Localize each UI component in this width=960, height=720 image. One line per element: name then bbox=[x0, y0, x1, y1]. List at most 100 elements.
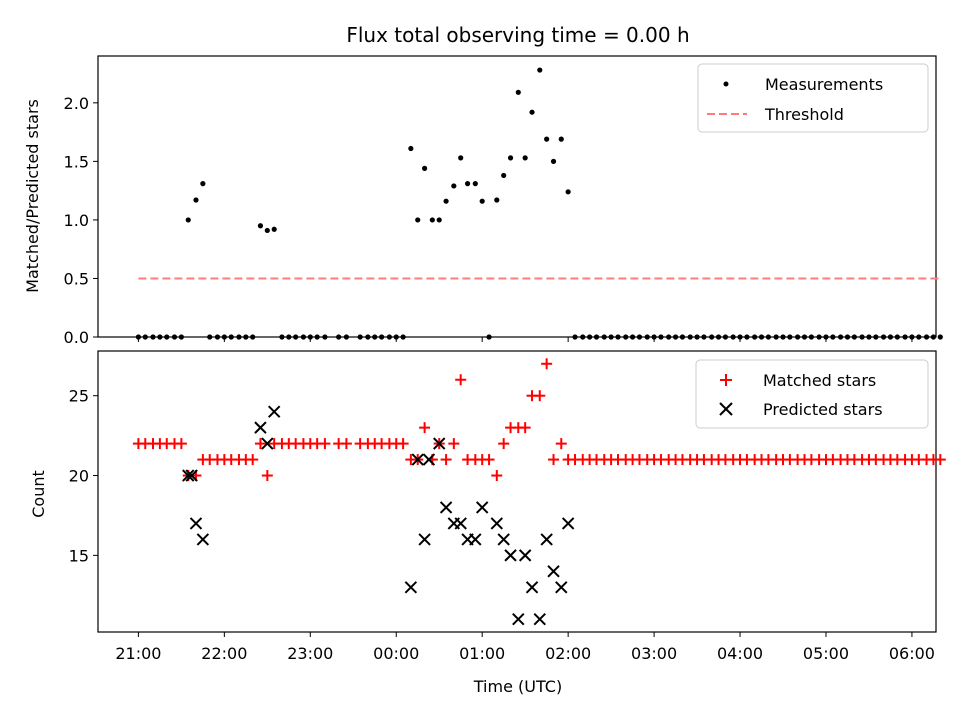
measurement-point bbox=[808, 334, 814, 340]
matched-star-point bbox=[541, 358, 553, 370]
matched-star-point bbox=[247, 454, 259, 466]
top-y-tick-label: 2.0 bbox=[64, 94, 89, 113]
measurement-point bbox=[894, 334, 900, 340]
measurement-point bbox=[451, 183, 457, 189]
measurement-point bbox=[178, 334, 184, 340]
measurement-point bbox=[243, 334, 249, 340]
x-axis-label: Time (UTC) bbox=[473, 677, 562, 696]
measurement-point bbox=[787, 334, 793, 340]
measurement-point bbox=[572, 334, 578, 340]
measurement-point bbox=[207, 334, 213, 340]
predicted-star-point bbox=[454, 517, 467, 530]
matched-star-point bbox=[455, 374, 467, 386]
measurement-point bbox=[801, 334, 808, 340]
top-y-tick-label: 0.5 bbox=[64, 269, 89, 288]
predicted-star-point bbox=[533, 613, 546, 626]
measurement-point bbox=[937, 334, 943, 340]
measurement-point bbox=[422, 165, 428, 171]
measurement-point bbox=[142, 334, 148, 340]
measurement-point bbox=[687, 334, 693, 340]
predicted-star-point bbox=[411, 453, 424, 466]
x-tick-label: 22:00 bbox=[201, 644, 247, 663]
predicted-star-point bbox=[439, 501, 453, 514]
legend-predicted-marker bbox=[719, 402, 733, 416]
measurement-point bbox=[507, 155, 514, 161]
predicted-star-point bbox=[512, 613, 525, 626]
measurement-point bbox=[458, 155, 464, 161]
matched-star-point bbox=[483, 454, 495, 466]
legend-predicted-label: Predicted stars bbox=[763, 400, 883, 419]
measurement-point bbox=[851, 334, 857, 340]
measurement-point bbox=[636, 334, 643, 340]
measurement-point bbox=[164, 334, 170, 340]
measurement-point bbox=[314, 334, 320, 340]
measurement-point bbox=[744, 334, 750, 340]
top-y-tick-label: 1.0 bbox=[64, 211, 89, 230]
measurement-point bbox=[415, 217, 421, 223]
predicted-star-point bbox=[404, 581, 418, 594]
top-y-tick-label: 1.5 bbox=[64, 152, 89, 171]
x-tick-label: 06:00 bbox=[889, 644, 935, 663]
measurement-point bbox=[694, 334, 700, 340]
predicted-star-point bbox=[490, 517, 504, 530]
predicted-star-point bbox=[189, 517, 203, 530]
matched-star-point bbox=[261, 470, 273, 482]
measurement-point bbox=[866, 334, 872, 340]
measurement-point bbox=[472, 181, 478, 187]
bottom-panel-data bbox=[132, 358, 946, 626]
matched-star-point bbox=[175, 438, 187, 450]
top-legend: Measurements Threshold bbox=[697, 63, 929, 133]
measurement-point bbox=[200, 181, 206, 187]
matched-star-point bbox=[934, 454, 946, 466]
measurement-point bbox=[795, 334, 801, 340]
measurement-point bbox=[486, 334, 492, 340]
measurement-point bbox=[185, 217, 191, 223]
measurement-point bbox=[379, 334, 385, 340]
x-tick-label: 05:00 bbox=[803, 644, 849, 663]
measurement-point bbox=[558, 136, 564, 142]
measurement-point bbox=[193, 197, 199, 203]
predicted-star-point bbox=[261, 437, 274, 450]
matched-star-point bbox=[419, 422, 431, 434]
predicted-star-point bbox=[254, 421, 267, 434]
measurement-point bbox=[464, 181, 471, 187]
bottom-panel: 15 20 25 21:00 22:00 23:00 00:00 01:00 02:00 03:… bbox=[29, 350, 946, 696]
measurement-point bbox=[701, 334, 707, 340]
measurement-point bbox=[816, 334, 822, 340]
measurement-point bbox=[214, 334, 221, 340]
measurement-point bbox=[494, 197, 500, 203]
x-tick-label: 00:00 bbox=[373, 644, 419, 663]
predicted-star-point bbox=[555, 581, 568, 594]
measurement-point bbox=[386, 334, 392, 340]
measurement-point bbox=[157, 334, 163, 340]
predicted-star-point bbox=[182, 469, 195, 482]
measurement-point bbox=[666, 334, 672, 340]
measurement-point bbox=[529, 109, 535, 115]
measurement-point bbox=[250, 334, 256, 340]
top-panel-y-ticks: 0.0 0.5 1.0 1.5 2.0 bbox=[64, 94, 98, 347]
measurement-point bbox=[593, 334, 600, 340]
measurement-point bbox=[923, 334, 930, 340]
matched-star-point bbox=[448, 438, 460, 450]
measurement-point bbox=[501, 172, 507, 179]
measurement-point bbox=[644, 334, 650, 340]
measurement-point bbox=[565, 189, 571, 195]
measurement-point bbox=[679, 334, 686, 340]
measurement-point bbox=[443, 198, 449, 204]
measurement-point bbox=[357, 334, 363, 340]
bottom-y-tick-label: 20 bbox=[69, 467, 89, 486]
legend-measurements-label: Measurements bbox=[765, 75, 883, 94]
bottom-legend: Matched stars Predicted stars bbox=[695, 359, 929, 429]
predicted-star-point bbox=[267, 405, 281, 418]
x-tick-label: 23:00 bbox=[287, 644, 333, 663]
measurement-point bbox=[228, 334, 234, 340]
measurement-point bbox=[780, 334, 786, 340]
measurement-point bbox=[608, 334, 614, 340]
legend-measurements-marker bbox=[723, 81, 729, 87]
measurement-point bbox=[550, 158, 557, 164]
top-panel: 0.00.51.01.52.0 Matched/Predicted stars … bbox=[23, 55, 943, 347]
measurement-point bbox=[293, 334, 299, 340]
measurement-point bbox=[916, 334, 922, 340]
predicted-star-point bbox=[504, 549, 517, 562]
measurement-point bbox=[365, 334, 371, 340]
